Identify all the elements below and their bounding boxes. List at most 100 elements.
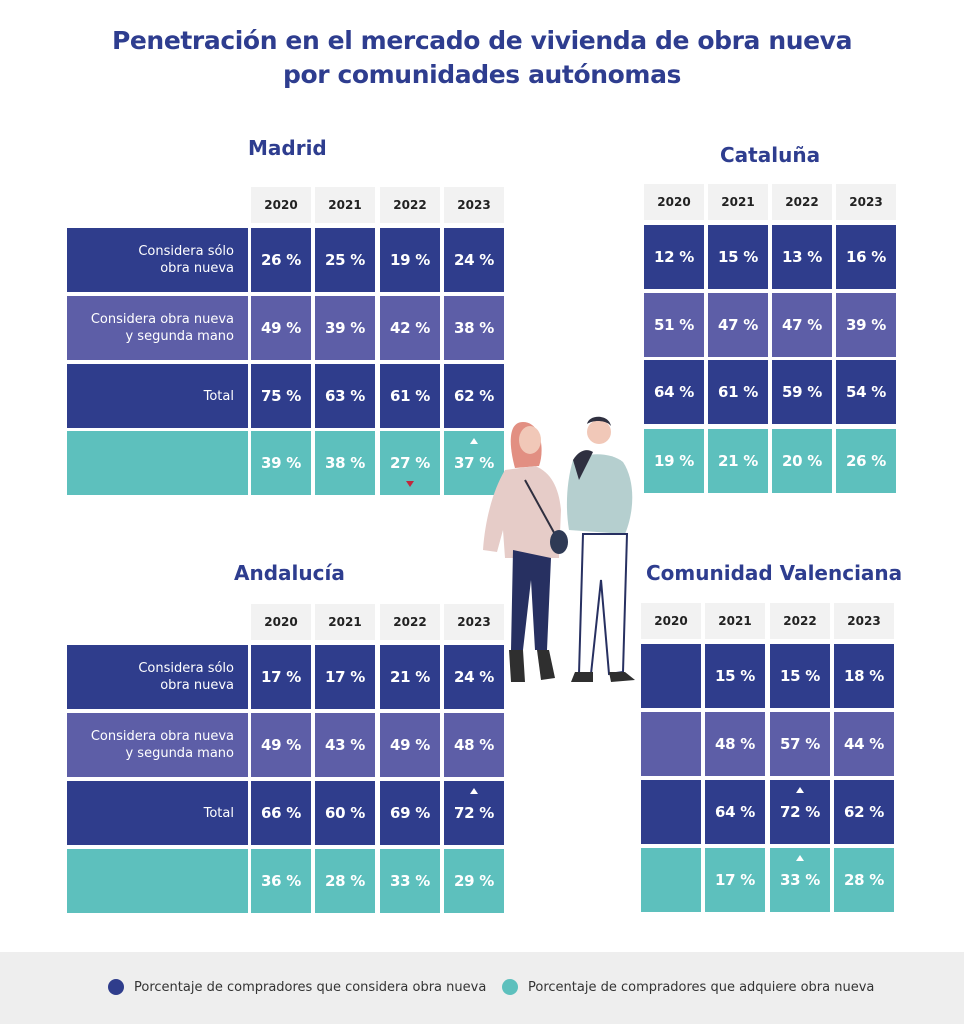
year-header: 2020	[641, 603, 701, 639]
value-label: 48 %	[454, 736, 494, 754]
value-cell: 37 %	[444, 431, 504, 495]
value-cell: 15 %	[708, 225, 768, 289]
value-cell: 19 %	[644, 429, 704, 493]
value-cell: 13 %	[772, 225, 832, 289]
row-label: Considera obra nueva y segunda mano	[67, 296, 248, 360]
value-cell: 21 %	[380, 645, 440, 709]
value-cell: 16 %	[836, 225, 896, 289]
value-cell: 29 %	[444, 849, 504, 913]
increase-marker	[470, 438, 478, 444]
value-label: 69 %	[390, 804, 430, 822]
region-title: Andalucía	[234, 561, 345, 585]
value-label: 17 %	[261, 668, 301, 686]
value-cell: 28 %	[315, 849, 375, 913]
value-label: 49 %	[390, 736, 430, 754]
value-label: 15 %	[780, 667, 820, 685]
value-label: 62 %	[844, 803, 884, 821]
value-cell: 61 %	[708, 360, 768, 424]
value-label: 60 %	[325, 804, 365, 822]
value-cell: 28 %	[834, 848, 894, 912]
value-cell: 20 %	[772, 429, 832, 493]
value-cell: 27 %	[380, 431, 440, 495]
row-label: Considera sólo obra nueva	[67, 228, 248, 292]
value-label: 13 %	[782, 248, 822, 266]
year-header: 2023	[444, 604, 504, 640]
year-header: 2021	[705, 603, 765, 639]
value-label: 44 %	[844, 735, 884, 753]
year-header: 2023	[444, 187, 504, 223]
value-label: 28 %	[325, 872, 365, 890]
increase-marker	[796, 855, 804, 861]
value-cell	[641, 712, 701, 776]
value-label: 54 %	[846, 383, 886, 401]
value-cell: 64 %	[644, 360, 704, 424]
value-cell: 54 %	[836, 360, 896, 424]
value-cell: 63 %	[315, 364, 375, 428]
increase-marker	[796, 787, 804, 793]
value-label: 66 %	[261, 804, 301, 822]
year-header: 2022	[380, 187, 440, 223]
decrease-marker	[406, 481, 414, 487]
year-header: 2020	[644, 184, 704, 220]
title-line-2: por comunidades autónomas	[282, 60, 682, 89]
value-label: 75 %	[261, 387, 301, 405]
value-cell: 49 %	[380, 713, 440, 777]
value-label: 20 %	[782, 452, 822, 470]
value-label: 36 %	[261, 872, 301, 890]
value-cell: 39 %	[315, 296, 375, 360]
year-header: 2023	[836, 184, 896, 220]
value-label: 64 %	[654, 383, 694, 401]
value-cell: 64 %	[705, 780, 765, 844]
value-cell: 47 %	[772, 293, 832, 357]
value-label: 26 %	[261, 251, 301, 269]
value-label: 25 %	[325, 251, 365, 269]
value-label: 39 %	[846, 316, 886, 334]
value-cell: 38 %	[444, 296, 504, 360]
value-label: 19 %	[654, 452, 694, 470]
value-label: 21 %	[390, 668, 430, 686]
value-cell: 33 %	[380, 849, 440, 913]
value-label: 12 %	[654, 248, 694, 266]
value-cell: 43 %	[315, 713, 375, 777]
value-cell	[641, 848, 701, 912]
region-title: Madrid	[248, 136, 327, 160]
value-label: 61 %	[718, 383, 758, 401]
title-line-1: Penetración en el mercado de vivienda de…	[111, 26, 853, 55]
value-label: 29 %	[454, 872, 494, 890]
value-label: 33 %	[390, 872, 430, 890]
value-cell: 18 %	[834, 644, 894, 708]
value-label: 15 %	[718, 248, 758, 266]
value-cell: 61 %	[380, 364, 440, 428]
value-label: 63 %	[325, 387, 365, 405]
value-cell: 21 %	[708, 429, 768, 493]
value-label: 33 %	[780, 871, 820, 889]
value-label: 49 %	[261, 319, 301, 337]
legend-bar	[0, 952, 964, 1024]
value-label: 38 %	[325, 454, 365, 472]
value-cell: 49 %	[251, 713, 311, 777]
value-label: 17 %	[715, 871, 755, 889]
year-header: 2022	[380, 604, 440, 640]
row-label: Total	[67, 364, 248, 428]
value-label: 24 %	[454, 251, 494, 269]
value-cell: 47 %	[708, 293, 768, 357]
value-cell: 44 %	[834, 712, 894, 776]
value-cell: 51 %	[644, 293, 704, 357]
value-cell: 39 %	[836, 293, 896, 357]
value-cell: 26 %	[251, 228, 311, 292]
year-header: 2021	[315, 187, 375, 223]
value-cell: 17 %	[251, 645, 311, 709]
region-title: Cataluña	[720, 143, 821, 167]
year-header: 2020	[251, 604, 311, 640]
value-cell: 24 %	[444, 228, 504, 292]
value-label: 49 %	[261, 736, 301, 754]
value-label: 43 %	[325, 736, 365, 754]
value-cell: 26 %	[836, 429, 896, 493]
value-label: 39 %	[325, 319, 365, 337]
value-cell: 60 %	[315, 781, 375, 845]
value-cell: 15 %	[705, 644, 765, 708]
value-cell: 24 %	[444, 645, 504, 709]
value-label: 37 %	[454, 454, 494, 472]
legend-dot-adquiere	[502, 979, 518, 995]
row-label	[67, 431, 248, 495]
